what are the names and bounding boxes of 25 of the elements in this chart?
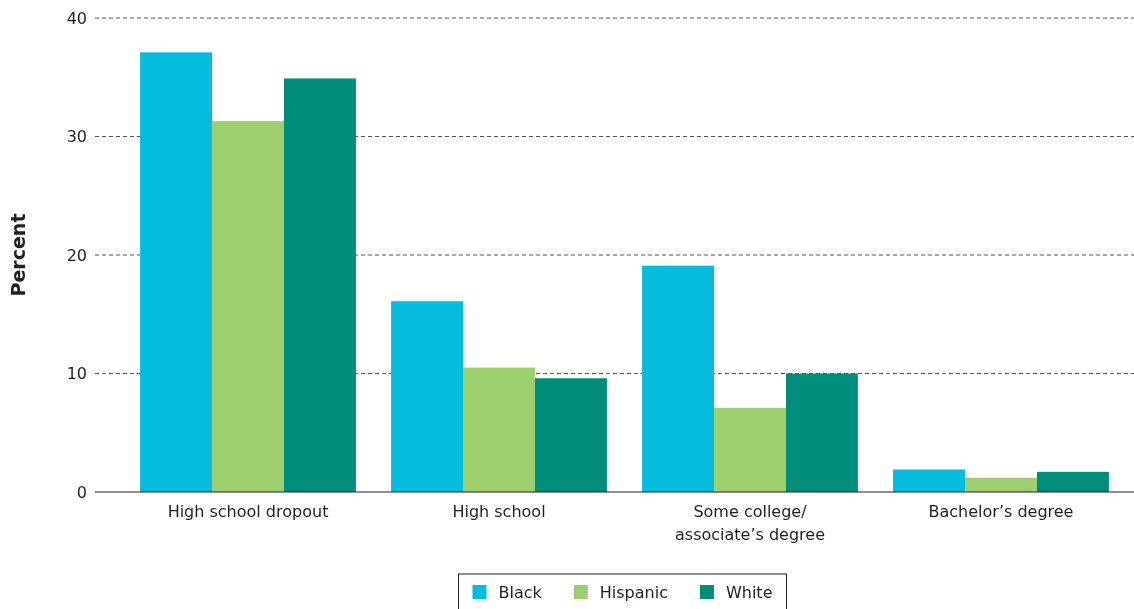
- y-tick-label: 10: [66, 364, 87, 384]
- bar: [714, 407, 786, 492]
- legend-label: White: [725, 583, 773, 602]
- bar: [1036, 471, 1109, 492]
- bar: [534, 378, 607, 492]
- bar: [463, 367, 535, 492]
- legend-label: Hispanic: [599, 583, 668, 602]
- bar: [642, 265, 715, 492]
- bar: [785, 373, 858, 492]
- x-tick-label: Bachelor’s degree: [928, 502, 1074, 522]
- bar: [212, 121, 284, 492]
- y-tick-label: 20: [66, 245, 87, 265]
- x-tick-label: High school dropout: [167, 502, 329, 522]
- x-tick-label: High school: [452, 502, 546, 522]
- legend-label: Black: [498, 583, 543, 602]
- bar: [893, 469, 965, 492]
- y-tick-label: 40: [66, 8, 87, 28]
- bar: [140, 52, 213, 492]
- bar: [965, 477, 1037, 492]
- y-axis-title: Percent: [7, 213, 29, 297]
- bar: [284, 78, 356, 492]
- y-tick-label: 0: [76, 482, 87, 502]
- x-tick-label: Some college/associate’s degree: [674, 502, 825, 544]
- y-tick-label: 30: [66, 127, 87, 147]
- bar: [391, 301, 464, 492]
